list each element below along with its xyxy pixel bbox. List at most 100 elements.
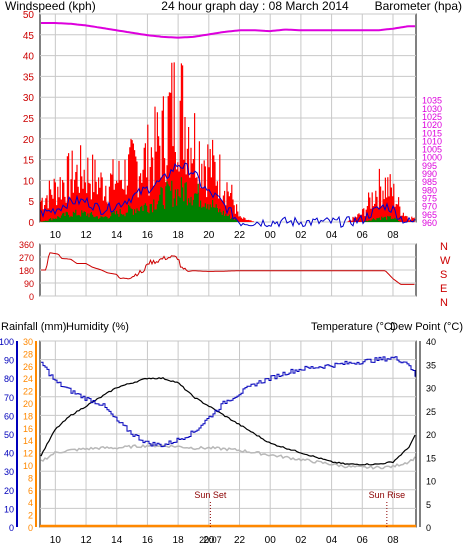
rainfall-y-tick-label: 30 — [23, 337, 33, 347]
wind-y-tick-label: 35 — [23, 72, 35, 83]
barometer-y-tick-label: 1000 — [422, 153, 442, 163]
rainfall-y-tick-label: 14 — [23, 436, 33, 446]
humidity-y-tick-label: 10 — [4, 504, 14, 514]
rainfall-y-tick-label: 18 — [23, 411, 33, 421]
barometer-y-tick-label: 1020 — [422, 120, 442, 130]
x-tick-label: 12 — [80, 230, 92, 241]
rainfall-y-tick-label: 28 — [23, 349, 33, 359]
x-tick-label: 04 — [326, 535, 338, 546]
rainfall-y-tick-label: 0 — [28, 523, 33, 533]
humidity-y-tick-label: 60 — [4, 411, 14, 421]
direction-y-tick-label: 0 — [29, 292, 34, 302]
compass-label: S — [440, 269, 447, 281]
direction-y-tick-label: 90 — [24, 279, 34, 289]
x-tick-label: 04 — [326, 230, 338, 241]
barometer-y-tick-label: 995 — [422, 161, 437, 171]
sunrise-label: Sun Rise — [369, 490, 406, 500]
humidity-series — [41, 356, 416, 448]
wind-y-tick-label: 40 — [23, 52, 35, 63]
x-tick-label: 00 — [265, 535, 277, 546]
x-tick-label: 06 — [357, 535, 369, 546]
x-tick-label: 20 — [203, 230, 215, 241]
humidity-y-tick-label: 20 — [4, 486, 14, 496]
temperature-y-tick-label: 25 — [426, 407, 436, 417]
temperature-y-tick-label: 10 — [426, 477, 436, 487]
humidity-y-tick-label: 100 — [0, 337, 14, 347]
humidity-y-tick-label: 40 — [4, 449, 14, 459]
direction-y-tick-label: 270 — [19, 253, 34, 263]
temperature-label: Temperature (°C) — [311, 321, 395, 333]
wind-y-tick-label: 30 — [23, 93, 35, 104]
wind-y-tick-label: 10 — [23, 176, 35, 187]
rainfall-y-tick-label: 12 — [23, 449, 33, 459]
wind-y-tick-label: 5 — [28, 197, 34, 208]
barometer-y-tick-label: 965 — [422, 210, 437, 220]
barometer-series — [41, 22, 415, 39]
chart-title: 24 hour graph day : 08 March 2014 — [161, 0, 349, 13]
rainfall-y-tick-label: 2 — [28, 511, 33, 521]
x-tick-label: 02 — [295, 230, 307, 241]
compass-label: W — [440, 255, 451, 267]
x-tick-label: 22 — [234, 535, 246, 546]
wind-y-tick-label: 0 — [28, 218, 34, 229]
temperature-y-tick-label: 40 — [426, 337, 436, 347]
rainfall-y-tick-label: 6 — [28, 486, 33, 496]
dewpoint-label: Dew Point (°C) — [390, 321, 463, 333]
rainfall-y-tick-label: 22 — [23, 387, 33, 397]
rainfall-y-tick-label: 4 — [28, 498, 33, 508]
x-tick-label: 14 — [111, 535, 123, 546]
barometer-y-tick-label: 1030 — [422, 104, 442, 114]
temperature-y-tick-label: 5 — [426, 500, 431, 510]
humidity-y-tick-label: 90 — [4, 356, 14, 366]
rainfall-y-tick-label: 16 — [23, 424, 33, 434]
windspeed-label: Windspeed (kph) — [5, 0, 96, 13]
rainfall-y-tick-label: 10 — [23, 461, 33, 471]
wind-direction-series — [41, 252, 415, 285]
rainfall-y-tick-label: 24 — [23, 374, 33, 384]
rainfall-y-tick-label: 20 — [23, 399, 33, 409]
x-tick-label: 10 — [50, 535, 62, 546]
wind-y-tick-label: 15 — [23, 156, 35, 167]
barometer-y-tick-label: 1015 — [422, 128, 442, 138]
barometer-y-tick-label: 970 — [422, 202, 437, 212]
barometer-y-tick-label: 980 — [422, 185, 437, 195]
dew-point-series — [40, 443, 416, 470]
humidity-y-tick-label: 0 — [9, 523, 14, 533]
x-tick-label: 08 — [387, 535, 399, 546]
humidity-y-tick-label: 80 — [4, 374, 14, 384]
wind-low-series — [40, 177, 401, 222]
sunset-time-label: 20:07 — [199, 535, 222, 545]
x-tick-label: 00 — [265, 230, 277, 241]
temperature-y-tick-label: 15 — [426, 453, 436, 463]
temperature-y-tick-label: 0 — [426, 523, 431, 533]
humidity-y-tick-label: 30 — [4, 467, 14, 477]
x-tick-label: 16 — [142, 535, 154, 546]
temperature-y-tick-label: 20 — [426, 430, 436, 440]
barometer-y-tick-label: 1010 — [422, 136, 442, 146]
wind-barometer-panel: 0510152025303540455096096597097598098599… — [23, 10, 442, 241]
x-tick-label: 14 — [111, 230, 123, 241]
x-tick-label: 16 — [142, 230, 154, 241]
wind-y-tick-label: 50 — [23, 10, 35, 21]
x-tick-label: 18 — [173, 535, 185, 546]
rainfall-label: Rainfall (mm) — [1, 321, 66, 333]
barometer-y-tick-label: 1005 — [422, 145, 442, 155]
barometer-y-tick-label: 1035 — [422, 96, 442, 106]
wind-y-tick-label: 25 — [23, 114, 35, 125]
temperature-humidity-panel: 0102030405060708090100024681012141618202… — [0, 337, 436, 546]
x-tick-label: 22 — [234, 230, 246, 241]
rainfall-y-tick-label: 26 — [23, 362, 33, 372]
temperature-y-tick-label: 35 — [426, 360, 436, 370]
x-tick-label: 08 — [387, 230, 399, 241]
temperature-series — [40, 376, 416, 466]
x-tick-label: 20 — [203, 535, 215, 546]
barometer-y-tick-label: 975 — [422, 194, 437, 204]
humidity-y-tick-label: 70 — [4, 393, 14, 403]
barometer-label: Barometer (hpa) — [375, 0, 462, 13]
temperature-y-tick-label: 30 — [426, 384, 436, 394]
direction-y-tick-label: 180 — [19, 266, 34, 276]
compass-label: N — [440, 241, 448, 253]
x-tick-label: 06 — [357, 230, 369, 241]
